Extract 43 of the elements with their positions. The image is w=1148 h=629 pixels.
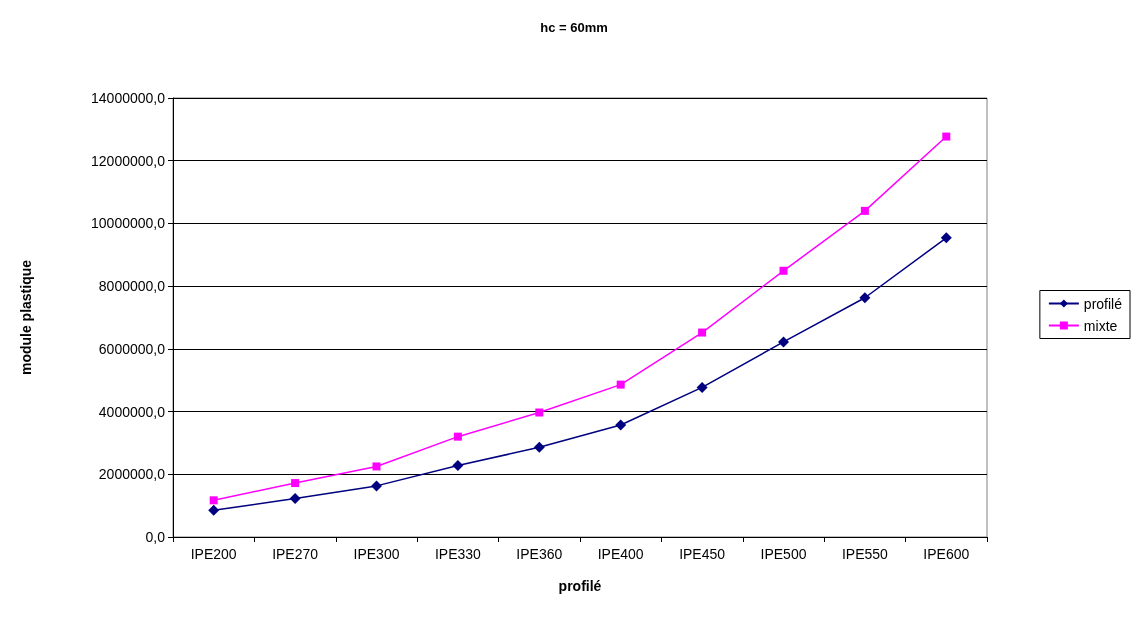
- point: [371, 480, 382, 492]
- x-tick-label: IPE400: [597, 546, 644, 562]
- x-tick-label: IPE600: [923, 546, 970, 562]
- y-tick-label: 8000000,0: [98, 278, 166, 295]
- y-tick-label: 0,0: [145, 529, 166, 545]
- point: [372, 462, 381, 471]
- point: [616, 380, 625, 389]
- point: [291, 479, 300, 488]
- x-tick-label: IPE360: [516, 546, 563, 562]
- point: [778, 336, 789, 348]
- y-tick-label: 2000000,0: [98, 466, 166, 483]
- x-tick-label: IPE330: [434, 546, 482, 562]
- x-tick-label: IPE270: [272, 546, 319, 562]
- point: [779, 266, 788, 275]
- point: [698, 328, 707, 337]
- legend-label: mixte: [1083, 317, 1118, 334]
- point: [696, 381, 708, 393]
- y-tick-label: 4000000,0: [98, 403, 166, 420]
- y-tick-label: 10000000,0: [91, 215, 166, 232]
- x-tick-label: IPE500: [760, 546, 807, 562]
- y-tick-label: 12000000,0: [91, 152, 166, 169]
- point: [535, 408, 544, 417]
- x-axis-title: profilé: [558, 578, 602, 594]
- y-axis-title: module plastique: [18, 259, 34, 376]
- point: [615, 419, 627, 431]
- y-tick-label: 14000000,0: [91, 90, 166, 106]
- y-tick-label: 6000000,0: [98, 340, 166, 357]
- x-tick-label: IPE450: [679, 546, 726, 562]
- legend-label: profilé: [1083, 295, 1123, 312]
- point: [208, 504, 220, 516]
- x-tick-label: IPE550: [841, 546, 889, 562]
- point: [453, 432, 462, 441]
- point: [942, 132, 951, 141]
- point: [452, 460, 464, 472]
- point: [289, 492, 301, 504]
- chart-title: hc = 60mm: [540, 20, 608, 35]
- x-tick-label: IPE200: [190, 546, 237, 562]
- point: [859, 292, 871, 304]
- x-tick-label: IPE300: [353, 546, 400, 562]
- point: [860, 206, 869, 215]
- point: [209, 496, 218, 505]
- point: [940, 232, 952, 244]
- point: [533, 441, 545, 453]
